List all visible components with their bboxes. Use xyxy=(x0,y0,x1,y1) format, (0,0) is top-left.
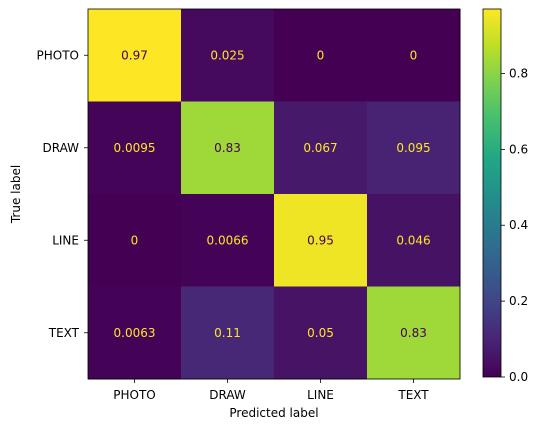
x-tick-label-3: TEXT xyxy=(397,388,429,402)
cell-label-3-1: 0.11 xyxy=(214,326,241,340)
colorbar-tick-label-4: 0.8 xyxy=(509,66,528,80)
cell-label-0-3: 0 xyxy=(410,48,418,62)
colorbar-tick-label-1: 0.2 xyxy=(509,294,528,308)
plot-frame xyxy=(87,8,461,380)
cell-2-3 xyxy=(367,194,461,287)
cell-label-0-2: 0 xyxy=(317,48,325,62)
cell-1-0 xyxy=(88,101,182,195)
cell-label-0-1: 0.025 xyxy=(210,48,244,62)
heatmap-cells xyxy=(88,9,461,380)
y-tick-label-1: DRAW xyxy=(42,141,79,155)
y-axis-label: True label xyxy=(9,165,23,224)
y-tick-label-3: TEXT xyxy=(48,326,80,340)
cell-label-1-2: 0.067 xyxy=(303,141,337,155)
colorbar-ticks: 0.0 0.2 0.4 0.6 0.8 xyxy=(501,66,528,384)
cell-label-1-0: 0.0095 xyxy=(114,141,156,155)
cell-label-3-3: 0.83 xyxy=(400,326,427,340)
y-tick-label-2: LINE xyxy=(52,233,79,247)
x-axis-label: Predicted label xyxy=(229,406,318,420)
colorbar-tick-label-2: 0.4 xyxy=(509,218,528,232)
cell-label-1-3: 0.095 xyxy=(396,141,430,155)
cell-0-0 xyxy=(88,9,182,102)
x-tick-label-2: LINE xyxy=(307,388,334,402)
cell-0-1 xyxy=(181,9,275,102)
y-tick-label-0: PHOTO xyxy=(37,48,79,62)
cell-label-2-2: 0.95 xyxy=(307,233,334,247)
cell-0-3 xyxy=(367,9,461,102)
cell-label-1-1: 0.83 xyxy=(214,141,241,155)
cell-label-2-0: 0 xyxy=(131,233,139,247)
cell-3-1 xyxy=(181,286,275,380)
cell-3-3 xyxy=(367,286,461,380)
cell-label-0-0: 0.97 xyxy=(121,48,148,62)
cell-2-2 xyxy=(274,194,368,287)
colorbar-tick-label-0: 0.0 xyxy=(509,370,528,384)
cell-1-3 xyxy=(367,101,461,195)
x-tick-label-1: DRAW xyxy=(209,388,246,402)
cell-label-3-2: 0.05 xyxy=(307,326,334,340)
colorbar-tick-label-3: 0.6 xyxy=(509,142,528,156)
cell-value-labels: 0.97 0.025 0 0 0.0095 0.83 0.067 0.095 0 0.0066 0.… xyxy=(114,48,431,340)
cell-label-3-0: 0.0063 xyxy=(114,326,156,340)
cell-0-2 xyxy=(274,9,368,102)
x-tick-label-0: PHOTO xyxy=(113,388,155,402)
cell-2-1 xyxy=(181,194,275,287)
cell-label-2-3: 0.046 xyxy=(396,233,430,247)
x-axis: PHOTO DRAW LINE TEXT xyxy=(113,379,429,402)
cell-2-0 xyxy=(88,194,182,287)
y-axis: PHOTO DRAW LINE TEXT xyxy=(37,48,88,340)
cell-3-0 xyxy=(88,286,182,380)
cell-1-2 xyxy=(274,101,368,195)
cell-3-2 xyxy=(274,286,368,380)
cell-1-1 xyxy=(181,101,275,195)
colorbar xyxy=(482,8,502,378)
cell-label-2-1: 0.0066 xyxy=(207,233,249,247)
